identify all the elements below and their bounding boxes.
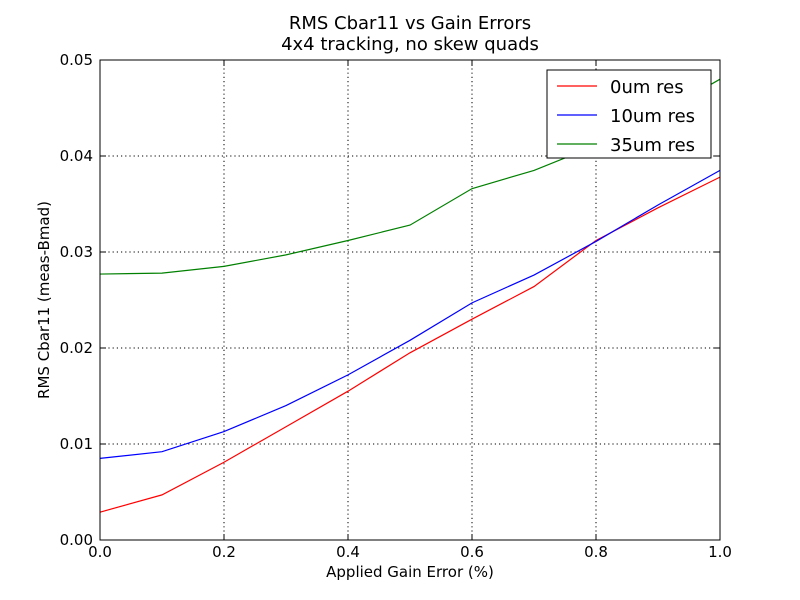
- x-tick-label: 0.0: [88, 543, 112, 561]
- legend-box: [546, 69, 712, 159]
- series-line-1: [99, 169, 721, 459]
- legend-label-0: 0um res: [610, 77, 684, 98]
- x-axis-label: Applied Gain Error (%): [326, 563, 494, 581]
- x-tick-label: 0.6: [460, 543, 484, 561]
- y-tick-label: 0.00: [60, 531, 93, 549]
- y-axis-label: RMS Cbar11 (meas-Bmad): [35, 201, 53, 399]
- axis-ticks: 0.0 0.2 0.4 0.6 0.8 1.0 0.00 0.01 0.02 0.03 0.04 0.…: [60, 51, 732, 561]
- y-tick-label: 0.05: [60, 51, 93, 69]
- x-tick-label: 1.0: [708, 543, 732, 561]
- legend: 0um res 10um res 35um res: [546, 69, 712, 159]
- y-tick-label: 0.03: [60, 243, 93, 261]
- chart-title: RMS Cbar11 vs Gain Errors: [289, 13, 531, 34]
- legend-label-1: 10um res: [610, 106, 695, 127]
- chart-subtitle: 4x4 tracking, no skew quads: [281, 34, 539, 55]
- x-tick-label: 0.4: [336, 543, 360, 561]
- x-tick-label: 0.8: [584, 543, 608, 561]
- plot-area-frame: [99, 59, 721, 541]
- legend-label-2: 35um res: [610, 135, 695, 156]
- x-tick-label: 0.2: [212, 543, 236, 561]
- y-tick-label: 0.01: [60, 435, 93, 453]
- series-line-0: [99, 176, 721, 513]
- y-tick-label: 0.04: [60, 147, 93, 165]
- y-tick-label: 0.02: [60, 339, 93, 357]
